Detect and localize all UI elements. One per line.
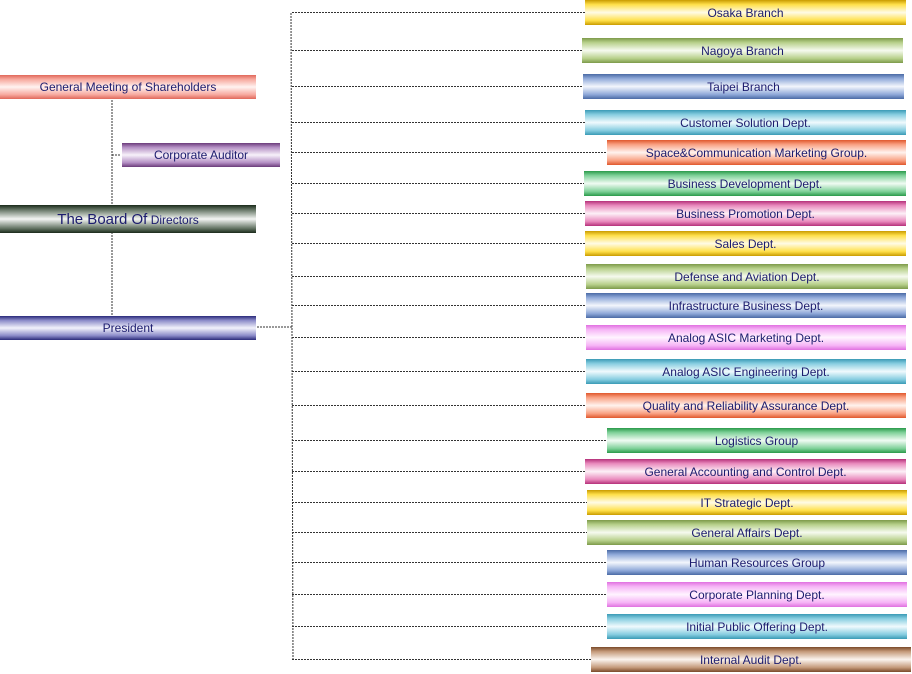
dept-label: Osaka Branch [707,5,784,20]
node-corporate-auditor[interactable]: Corporate Auditor [122,143,280,167]
node-shareholders-label: General Meeting of Shareholders [39,80,217,94]
dept-label: Business Promotion Dept. [676,206,815,221]
node-president[interactable]: President [0,316,256,340]
trunk-vertical [290,12,294,660]
dept-label: Human Resources Group [688,555,826,570]
dept-box[interactable]: General Accounting and Control Dept. [585,459,906,484]
dept-label: Internal Audit Dept. [699,652,803,667]
dept-box[interactable]: Space&Communication Marketing Group. [607,140,906,165]
dept-label: Quality and Reliability Assurance Dept. [642,398,850,413]
dept-label: Infrastructure Business Dept. [668,298,824,313]
dept-box[interactable]: Customer Solution Dept. [585,110,906,135]
node-shareholders[interactable]: General Meeting of Shareholders [0,75,256,99]
dept-box[interactable]: Sales Dept. [585,231,906,256]
dept-box[interactable]: Corporate Planning Dept. [607,582,907,607]
dept-box[interactable]: Nagoya Branch [582,38,903,63]
dept-box[interactable]: Quality and Reliability Assurance Dept. [586,393,906,418]
dept-label: IT Strategic Dept. [700,495,794,510]
dept-box[interactable]: Business Promotion Dept. [585,201,906,226]
dept-label: Initial Public Offering Dept. [686,619,828,634]
dept-box[interactable]: General Affairs Dept. [587,520,907,545]
dept-box[interactable]: Analog ASIC Engineering Dept. [586,359,906,384]
dept-label: Business Development Dept. [667,176,823,191]
board-label-sub: Directors [150,212,199,227]
dept-label: Taipei Branch [707,79,780,94]
node-board-of-directors[interactable]: The Board Of Directors [0,205,256,233]
node-president-label: President [102,321,154,335]
dept-box[interactable]: Defense and Aviation Dept. [586,264,908,289]
dept-label: Logistics Group [714,433,799,448]
dept-box[interactable]: IT Strategic Dept. [587,490,907,515]
dept-box[interactable]: Osaka Branch [585,0,906,25]
dept-label: Analog ASIC Engineering Dept. [662,364,830,379]
dept-label: Nagoya Branch [701,43,784,58]
dept-box[interactable]: Infrastructure Business Dept. [586,293,906,318]
dept-box[interactable]: Business Development Dept. [584,171,906,196]
dept-label: General Accounting and Control Dept. [644,464,847,479]
node-board-label: The Board Of Directors [57,211,198,228]
dept-label: Defense and Aviation Dept. [674,269,820,284]
dept-box[interactable]: Logistics Group [607,428,906,453]
dept-box[interactable]: Internal Audit Dept. [591,647,911,672]
dept-label: Space&Communication Marketing Group. [645,145,868,160]
dept-box[interactable]: Human Resources Group [607,550,907,575]
dept-box[interactable]: Initial Public Offering Dept. [607,614,907,639]
dept-box[interactable]: Taipei Branch [583,74,904,99]
dept-label: Corporate Planning Dept. [689,587,825,602]
dept-box[interactable]: Analog ASIC Marketing Dept. [586,325,906,350]
dept-label: Customer Solution Dept. [680,115,811,130]
dept-label: Sales Dept. [714,236,777,251]
dept-label: Analog ASIC Marketing Dept. [667,330,825,345]
board-label-main: The Board Of [57,210,148,228]
dept-label: General Affairs Dept. [691,525,803,540]
node-corporate-auditor-label: Corporate Auditor [153,148,249,162]
